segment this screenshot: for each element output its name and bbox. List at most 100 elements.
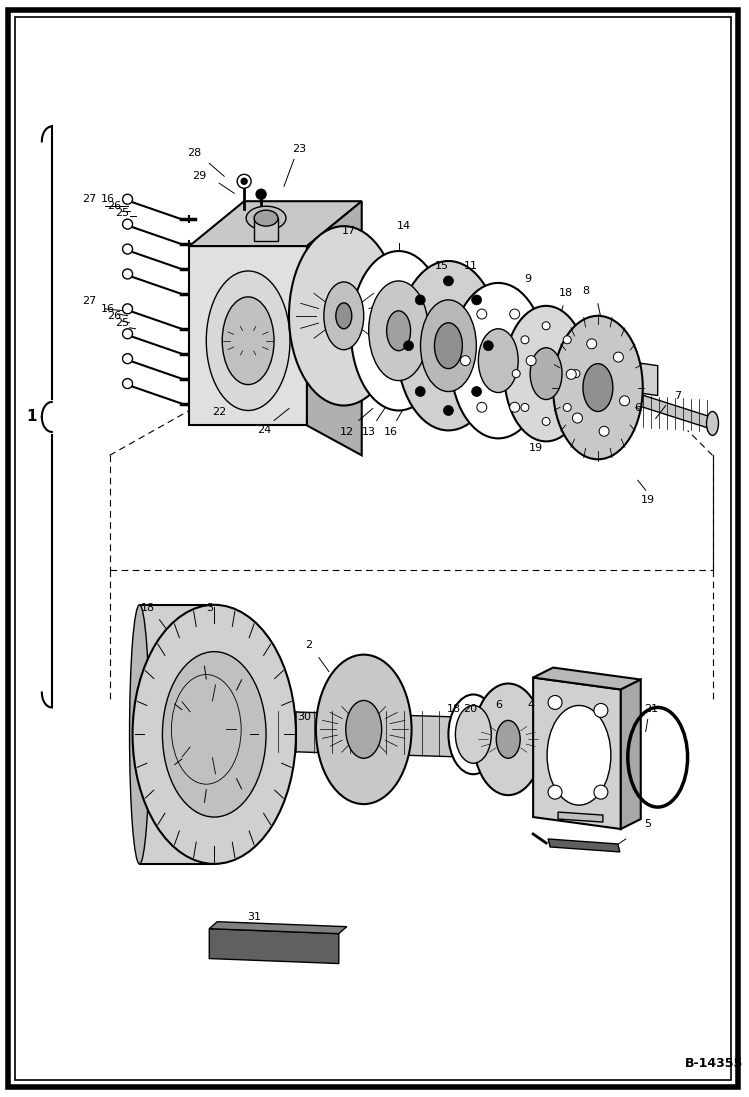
- Circle shape: [404, 341, 413, 351]
- Polygon shape: [214, 710, 471, 757]
- Text: 7: 7: [674, 391, 681, 400]
- Ellipse shape: [222, 297, 274, 385]
- Ellipse shape: [289, 226, 398, 406]
- Text: 27: 27: [82, 296, 97, 306]
- Text: 25: 25: [115, 208, 130, 218]
- Text: 12: 12: [340, 428, 354, 438]
- Text: B-14355: B-14355: [685, 1056, 744, 1070]
- Ellipse shape: [473, 683, 543, 795]
- Circle shape: [123, 329, 133, 339]
- Polygon shape: [548, 839, 620, 852]
- Text: 23: 23: [292, 145, 306, 155]
- Text: 16: 16: [100, 194, 115, 204]
- Ellipse shape: [504, 306, 588, 441]
- Text: 1: 1: [27, 409, 37, 425]
- Circle shape: [477, 309, 487, 319]
- Polygon shape: [209, 929, 339, 963]
- Text: 19: 19: [640, 495, 655, 506]
- Circle shape: [572, 370, 580, 377]
- Text: 14: 14: [396, 222, 410, 231]
- Text: 18: 18: [559, 287, 573, 298]
- Circle shape: [415, 386, 425, 396]
- Polygon shape: [621, 679, 640, 829]
- Circle shape: [548, 695, 562, 710]
- Text: 6: 6: [495, 701, 502, 711]
- Ellipse shape: [316, 655, 411, 804]
- Circle shape: [123, 219, 133, 229]
- Circle shape: [123, 304, 133, 314]
- Circle shape: [563, 404, 571, 411]
- Ellipse shape: [455, 705, 491, 764]
- Circle shape: [566, 370, 576, 380]
- Circle shape: [594, 785, 608, 799]
- Circle shape: [594, 703, 608, 717]
- Text: 24: 24: [257, 426, 271, 436]
- Polygon shape: [307, 201, 362, 455]
- Ellipse shape: [346, 701, 382, 758]
- Text: 30: 30: [297, 712, 311, 723]
- Circle shape: [563, 336, 571, 343]
- Ellipse shape: [133, 604, 296, 864]
- Text: 25: 25: [115, 318, 130, 328]
- Ellipse shape: [254, 211, 278, 226]
- Circle shape: [443, 276, 453, 286]
- Text: 15: 15: [434, 261, 449, 271]
- Polygon shape: [533, 668, 640, 690]
- Circle shape: [510, 309, 520, 319]
- Circle shape: [415, 295, 425, 305]
- Ellipse shape: [386, 310, 410, 351]
- Polygon shape: [307, 316, 658, 396]
- Ellipse shape: [530, 348, 562, 399]
- Circle shape: [619, 396, 630, 406]
- Text: 16: 16: [383, 428, 398, 438]
- Text: 3: 3: [206, 602, 213, 613]
- Ellipse shape: [553, 316, 643, 460]
- Circle shape: [256, 190, 266, 200]
- Text: 5: 5: [644, 819, 651, 829]
- Ellipse shape: [547, 705, 611, 805]
- Circle shape: [123, 378, 133, 388]
- Text: 27: 27: [82, 194, 97, 204]
- Ellipse shape: [206, 271, 290, 410]
- Text: 21: 21: [643, 704, 658, 714]
- Text: 2: 2: [306, 640, 312, 649]
- Text: 26: 26: [108, 310, 121, 320]
- Polygon shape: [637, 394, 712, 429]
- Circle shape: [542, 418, 550, 426]
- Ellipse shape: [324, 282, 364, 350]
- Circle shape: [461, 355, 470, 365]
- Ellipse shape: [434, 323, 462, 369]
- Ellipse shape: [246, 206, 286, 230]
- Text: 8: 8: [583, 286, 589, 296]
- Circle shape: [572, 414, 583, 423]
- Ellipse shape: [583, 363, 613, 411]
- Text: 17: 17: [342, 226, 356, 236]
- Circle shape: [510, 403, 520, 412]
- Circle shape: [123, 269, 133, 279]
- Ellipse shape: [449, 694, 498, 774]
- Circle shape: [548, 785, 562, 799]
- Circle shape: [477, 403, 487, 412]
- Circle shape: [237, 174, 251, 189]
- Polygon shape: [189, 201, 362, 246]
- Text: 19: 19: [529, 443, 543, 453]
- Text: 13: 13: [362, 428, 376, 438]
- Circle shape: [521, 336, 529, 343]
- Ellipse shape: [479, 329, 518, 393]
- Text: 4: 4: [527, 701, 535, 711]
- Text: 6: 6: [634, 404, 641, 414]
- Circle shape: [526, 355, 536, 365]
- Text: 16: 16: [100, 304, 115, 314]
- Polygon shape: [533, 678, 621, 829]
- Circle shape: [512, 370, 520, 377]
- Ellipse shape: [397, 261, 500, 430]
- Text: 11: 11: [464, 261, 477, 271]
- Circle shape: [613, 352, 623, 362]
- Circle shape: [123, 353, 133, 363]
- Circle shape: [472, 295, 482, 305]
- Polygon shape: [139, 604, 214, 864]
- Ellipse shape: [420, 299, 476, 392]
- Text: 9: 9: [524, 274, 532, 284]
- Ellipse shape: [369, 281, 428, 381]
- Text: 22: 22: [212, 407, 226, 418]
